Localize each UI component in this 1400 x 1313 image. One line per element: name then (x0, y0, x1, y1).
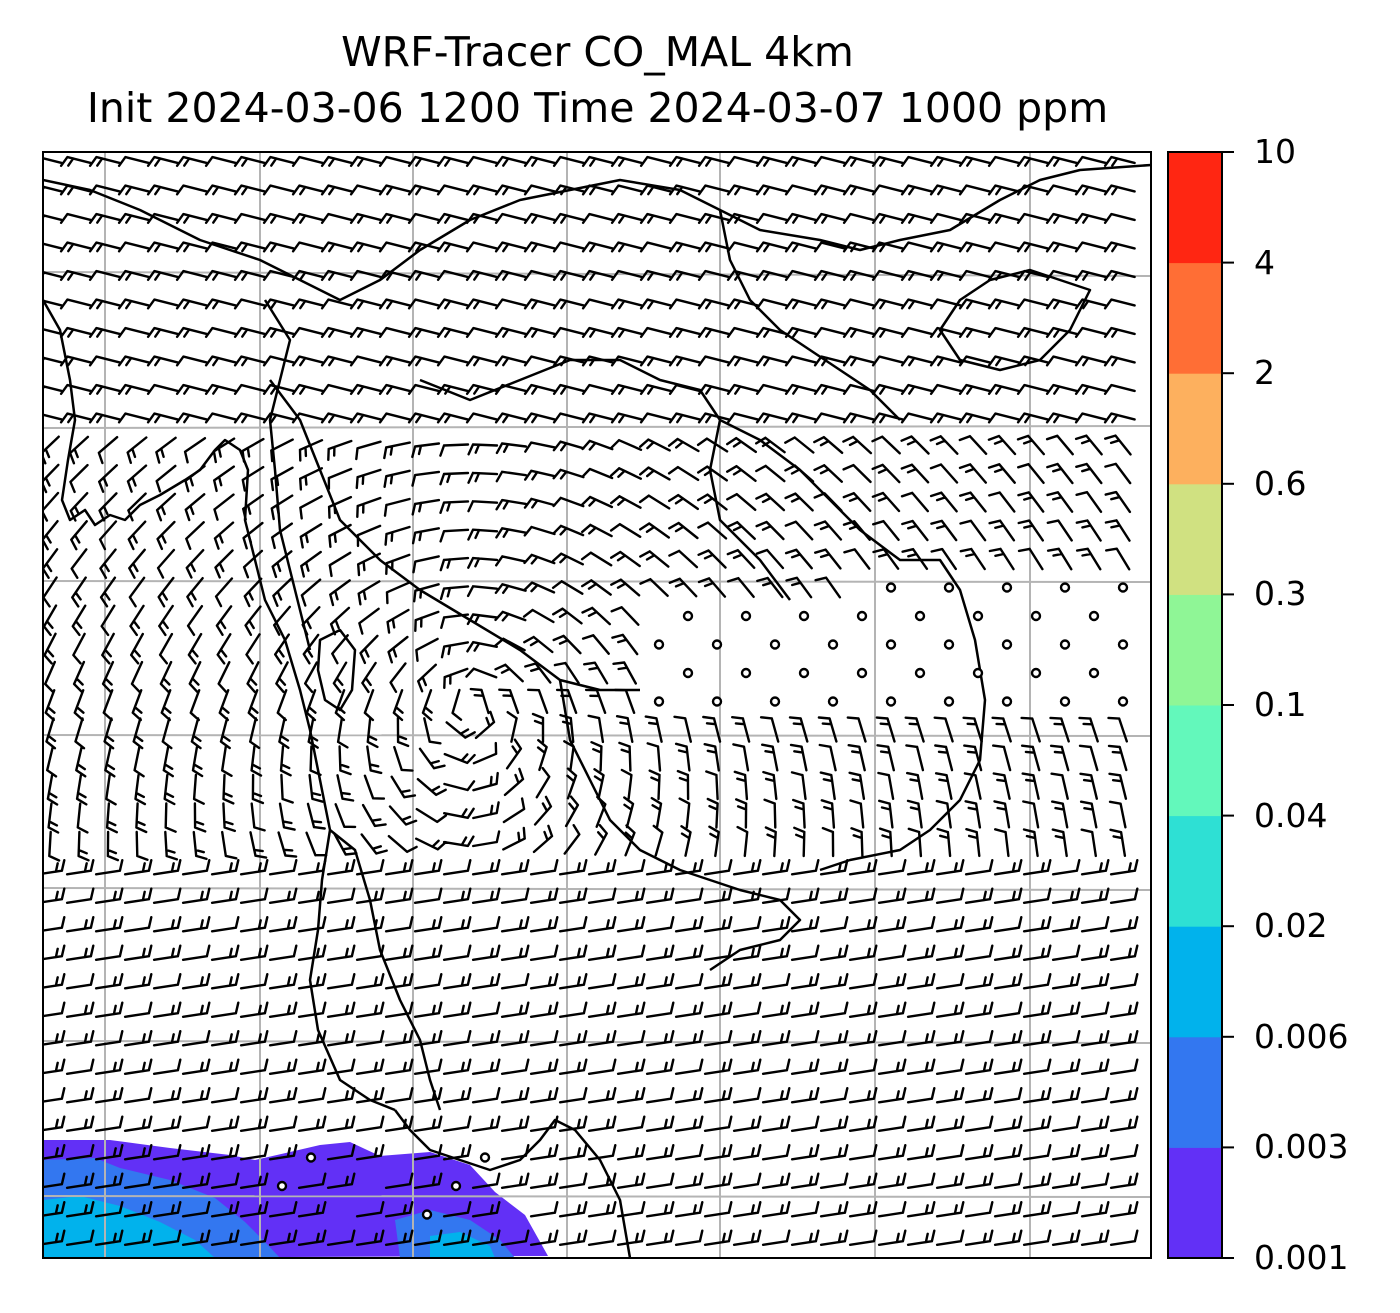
calm-wind-marker (798, 667, 810, 679)
colorbar-segment (1168, 1036, 1222, 1148)
colorbar-segment (1168, 483, 1222, 595)
calm-wind-marker (972, 667, 984, 679)
calm-wind-marker (885, 582, 897, 593)
calm-wind-marker (1059, 582, 1071, 593)
colorbar-segment (1168, 815, 1222, 927)
calm-wind-marker (711, 639, 723, 650)
colorbar-tick-label: 0.6 (1254, 463, 1307, 503)
calm-wind-marker (276, 1180, 288, 1192)
chart-title: WRF-Tracer CO_MAL 4km (341, 28, 854, 76)
colorbar-segment (1168, 594, 1222, 706)
tracer-region-0.006-b (430, 1232, 495, 1258)
calm-wind-marker (1001, 696, 1013, 707)
colorbar-segment (1168, 1147, 1222, 1259)
colorbar-tick-label: 10 (1254, 132, 1296, 171)
colorbar-segment (1168, 152, 1222, 264)
china-border (419, 163, 1151, 252)
colorbar-segment (1168, 926, 1222, 1038)
calm-wind-marker (1001, 582, 1013, 593)
china-vietnam-border (718, 209, 901, 421)
calm-wind-marker (1088, 667, 1100, 679)
colorbar-tick-label: 4 (1254, 242, 1275, 282)
wind-barbs (43, 155, 1139, 1246)
vietnam-east-coast (719, 418, 987, 872)
myanmar-thai-border (263, 299, 312, 651)
calm-wind-marker (1059, 696, 1071, 707)
calm-wind-marker (769, 639, 781, 650)
calm-wind-marker (1059, 639, 1071, 650)
calm-wind-marker (885, 696, 897, 707)
calm-wind-marker (856, 610, 868, 622)
calm-wind-marker (305, 1152, 317, 1163)
tonle-sap (316, 628, 357, 712)
calm-wind-marker (450, 1180, 462, 1192)
wind-barb-field (43, 155, 1139, 1246)
calm-wind-marker (1117, 696, 1129, 707)
calm-wind-marker (479, 1152, 491, 1163)
thai-malay-peninsula (394, 1109, 632, 1258)
colorbar-segment (1168, 373, 1222, 485)
calm-wind-marker (653, 696, 665, 707)
chart-subtitle: Init 2024-03-06 1200 Time 2024-03-07 100… (86, 84, 1109, 132)
calm-wind-marker (1117, 639, 1129, 650)
colorbar-tick-label: 0.3 (1254, 574, 1307, 614)
calm-wind-markers (276, 582, 1129, 1220)
colorbar-tick-label: 0.02 (1254, 906, 1328, 946)
colorbar-ticks (1222, 151, 1234, 1259)
cambodia-vietnam-coast (558, 679, 802, 972)
calm-wind-marker (769, 696, 781, 707)
calm-wind-marker (943, 696, 955, 707)
calm-wind-marker (885, 639, 897, 650)
calm-wind-marker (1117, 582, 1129, 593)
calm-wind-marker (740, 610, 752, 622)
colorbar-tick-label: 0.001 (1254, 1238, 1349, 1277)
gulf-of-thailand-coast (329, 829, 442, 1111)
colorbar-tick-label: 0.006 (1254, 1016, 1349, 1056)
colorbar-tick-label: 0.1 (1254, 685, 1307, 724)
calm-wind-marker (914, 667, 926, 679)
colorbar-tick-label: 0.003 (1254, 1127, 1349, 1167)
calm-wind-marker (943, 639, 955, 650)
upper-border (43, 178, 421, 302)
colorbar-segment (1168, 705, 1222, 817)
calm-wind-marker (1088, 610, 1100, 622)
calm-wind-marker (827, 696, 839, 707)
calm-wind-marker (682, 667, 694, 679)
calm-wind-marker (1001, 639, 1013, 650)
calm-wind-marker (1030, 667, 1042, 679)
calm-wind-marker (421, 1209, 433, 1220)
calm-wind-marker (740, 667, 752, 679)
calm-wind-marker (827, 639, 839, 650)
calm-wind-marker (914, 610, 926, 622)
calm-wind-marker (711, 696, 723, 707)
colorbar-tick-label: 0.04 (1254, 795, 1328, 835)
calm-wind-marker (682, 610, 694, 622)
colorbar-tick-label: 2 (1254, 353, 1275, 393)
hainan-gulf-coast (938, 268, 1092, 372)
map-frame (42, 151, 1152, 1259)
calm-wind-marker (653, 639, 665, 650)
calm-wind-marker (943, 582, 955, 593)
calm-wind-marker (798, 610, 810, 622)
calm-wind-marker (972, 610, 984, 622)
colorbar-segment (1168, 262, 1222, 374)
colorbar (1168, 152, 1222, 1259)
myanmar-coast (43, 299, 396, 1112)
calm-wind-marker (856, 667, 868, 679)
calm-wind-marker (1030, 610, 1042, 622)
